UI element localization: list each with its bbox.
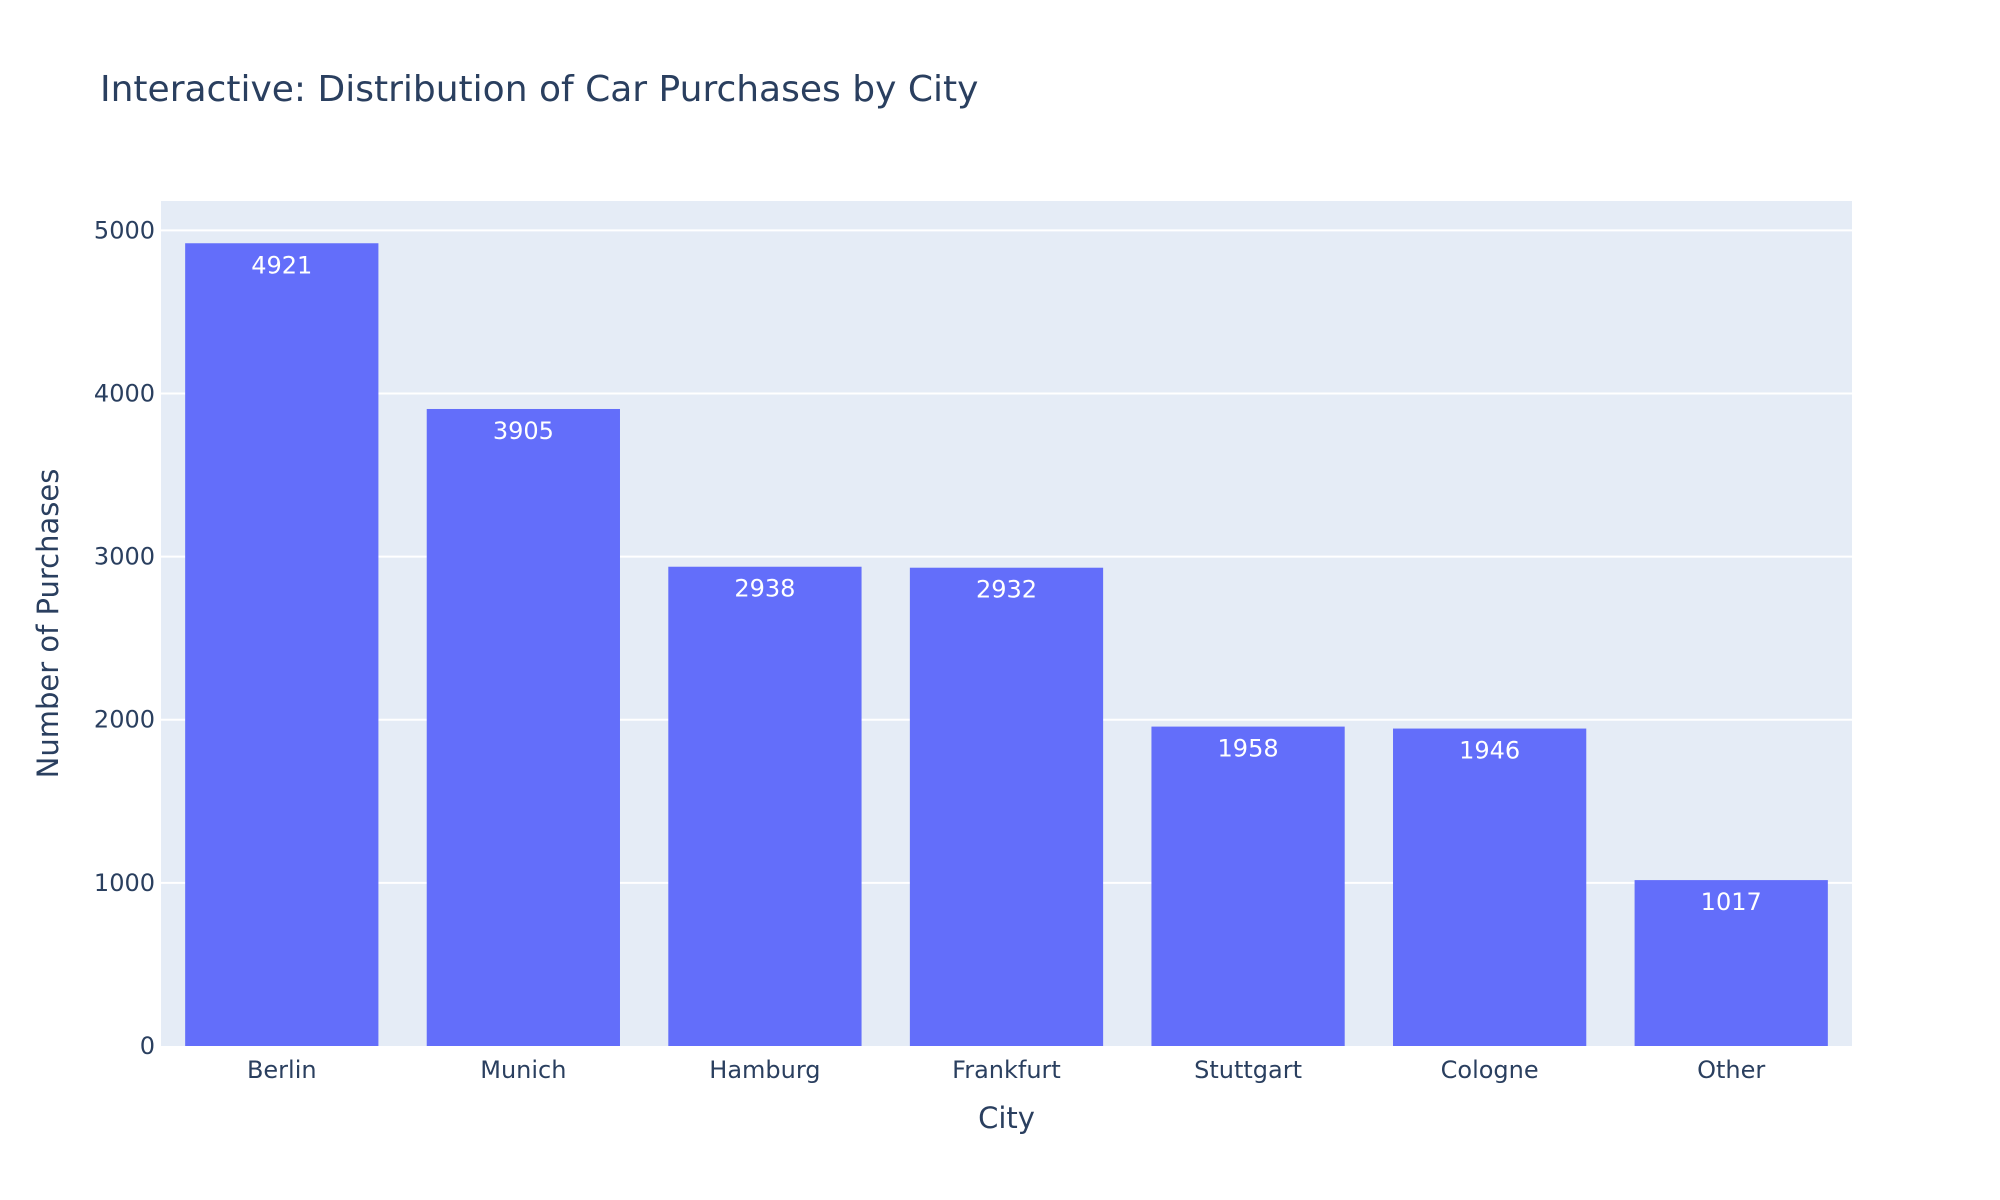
bar-frankfurt[interactable] (909, 567, 1104, 1046)
chart-title: Interactive: Distribution of Car Purchas… (100, 69, 978, 110)
bar-value-label: 2932 (976, 576, 1037, 604)
y-tick-label: 2000 (94, 706, 155, 734)
x-tick-label: Munich (480, 1056, 566, 1084)
x-tick-label: Stuttgart (1194, 1056, 1302, 1084)
bar-stuttgart[interactable] (1151, 726, 1345, 1046)
y-tick-label: 3000 (94, 543, 155, 571)
y-axis-ticks: 0 1000 2000 3000 4000 5000 (94, 216, 155, 1060)
x-tick-label: Frankfurt (952, 1056, 1061, 1084)
x-tick-label: Hamburg (709, 1056, 820, 1084)
y-axis-title: Number of Purchases (31, 469, 65, 779)
x-axis-title: City (978, 1101, 1035, 1135)
bar-value-label: 2938 (734, 575, 795, 603)
bar-other[interactable] (1634, 880, 1828, 1046)
bar-value-label: 1946 (1459, 737, 1520, 765)
bar-value-label: 1017 (1701, 888, 1762, 916)
x-axis-ticks: Berlin Munich Hamburg Frankfurt Stuttgart Col… (247, 1056, 1765, 1084)
y-tick-label: 0 (140, 1032, 155, 1060)
x-tick-label: Berlin (247, 1056, 317, 1084)
x-tick-label: Other (1697, 1056, 1765, 1084)
bar-munich[interactable] (426, 408, 620, 1047)
bar-value-label: 4921 (251, 251, 312, 279)
y-tick-label: 1000 (94, 869, 155, 897)
bar-cologne[interactable] (1393, 728, 1587, 1046)
bar-value-label: 1958 (1218, 735, 1279, 763)
bar-value-label: 3905 (493, 417, 554, 445)
y-tick-label: 5000 (94, 216, 155, 244)
bar-hamburg[interactable] (668, 566, 862, 1046)
x-tick-label: Cologne (1441, 1056, 1539, 1084)
bar-value-labels: 4921 3905 2938 2932 1958 1946 1017 (251, 251, 1762, 916)
y-tick-label: 4000 (94, 379, 155, 407)
bar-berlin[interactable] (185, 243, 379, 1046)
bars (185, 243, 1828, 1047)
